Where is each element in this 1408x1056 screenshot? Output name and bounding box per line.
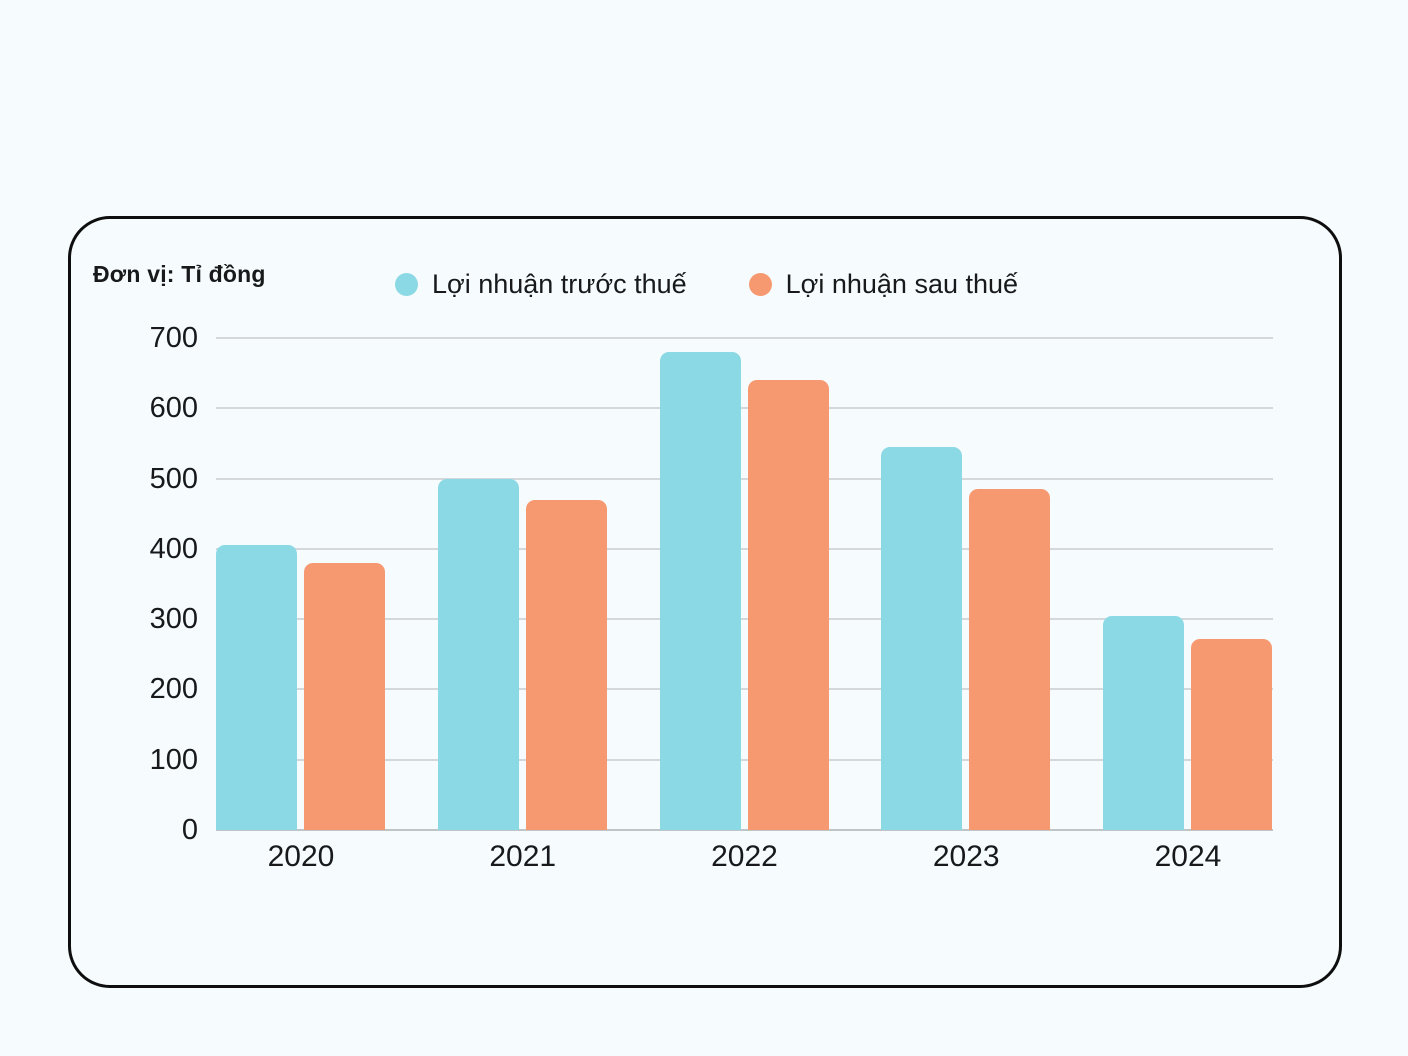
y-axis-tick-0: 0 bbox=[181, 814, 198, 846]
bar-after-tax-2023 bbox=[969, 489, 1051, 830]
x-axis-label-2024: 2024 bbox=[1154, 840, 1222, 873]
bar-after-tax-2021 bbox=[525, 499, 607, 830]
bar-before-tax-2024 bbox=[1103, 615, 1184, 830]
x-axis-label-2022: 2022 bbox=[711, 840, 778, 873]
legend-dot-after-tax-icon bbox=[748, 272, 772, 296]
bar-after-tax-2022 bbox=[747, 380, 829, 830]
bar-after-tax-2020 bbox=[304, 562, 385, 830]
legend-item-before-tax: Lợi nhuận trước thuế bbox=[395, 269, 687, 300]
gridline-400 bbox=[216, 547, 1273, 550]
gridline-600 bbox=[216, 407, 1273, 410]
y-axis-tick-600: 600 bbox=[149, 392, 198, 425]
legend-item-after-tax: Lợi nhuận sau thuế bbox=[748, 268, 1019, 300]
legend: Lợi nhuận trước thuế Lợi nhuận sau thuế bbox=[395, 267, 1018, 301]
gridline-500 bbox=[216, 477, 1273, 480]
x-axis-label-2021: 2021 bbox=[489, 840, 557, 873]
unit-label: Đơn vị: Tỉ đồng bbox=[93, 261, 266, 287]
gridline-200 bbox=[216, 688, 1273, 691]
bar-before-tax-2023 bbox=[881, 446, 963, 830]
x-axis-label-2023: 2023 bbox=[932, 840, 1000, 873]
chart-card: Đơn vị: Tỉ đồng Lợi nhuận trước thuế Lợi… bbox=[68, 216, 1342, 988]
gridline-0 bbox=[216, 829, 1273, 831]
y-axis-tick-200: 200 bbox=[149, 673, 198, 706]
gridline-700 bbox=[216, 337, 1273, 339]
legend-label-after-tax: Lợi nhuận sau thuế bbox=[785, 268, 1019, 299]
gridline-300 bbox=[216, 618, 1273, 621]
bar-before-tax-2022 bbox=[659, 352, 741, 830]
y-axis-tick-300: 300 bbox=[149, 603, 198, 636]
y-axis-tick-100: 100 bbox=[149, 743, 198, 776]
bar-chart-plot: 0 100 200 300 400 500 600 700 2020 2021 2022 2023 20… bbox=[150, 322, 1273, 873]
bar-before-tax-2020 bbox=[216, 545, 297, 830]
x-axis-label-2020: 2020 bbox=[267, 840, 335, 873]
legend-label-before-tax: Lợi nhuận trước thuế bbox=[432, 268, 687, 299]
y-axis-tick-400: 400 bbox=[149, 532, 198, 565]
y-axis-tick-500: 500 bbox=[149, 462, 198, 495]
legend-dot-before-tax-icon bbox=[395, 272, 418, 296]
bar-after-tax-2024 bbox=[1191, 638, 1272, 830]
y-axis-tick-700: 700 bbox=[149, 322, 198, 354]
gridline-100 bbox=[216, 758, 1273, 761]
bar-before-tax-2021 bbox=[437, 478, 519, 830]
